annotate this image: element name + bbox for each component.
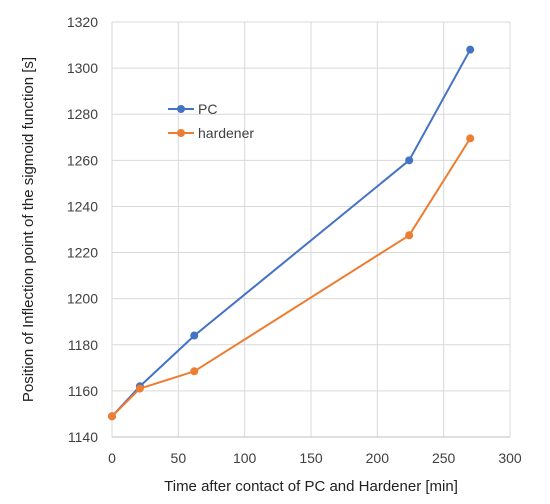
y-tick-label: 1140 — [68, 429, 98, 445]
y-tick-label: 1200 — [67, 291, 98, 307]
data-point-pc — [405, 156, 414, 165]
x-axis-ticks: 0 50 100 150 200 250 300 — [108, 450, 522, 466]
data-point-hardener — [466, 134, 475, 143]
legend-label-hardener: hardener — [198, 125, 254, 141]
y-tick-label: 1180 — [68, 337, 98, 353]
y-tick-label: 1300 — [67, 60, 98, 76]
legend-swatch-marker-pc — [177, 105, 185, 113]
y-tick-label: 1160 — [68, 383, 98, 399]
series-group — [108, 45, 475, 421]
legend-label-pc: PC — [198, 101, 217, 117]
data-point-pc — [466, 45, 475, 54]
x-tick-label: 300 — [498, 450, 522, 466]
y-axis-title: Position of Inflection point of the sigm… — [20, 57, 37, 402]
x-tick-label: 0 — [108, 450, 116, 466]
x-tick-label: 200 — [366, 450, 390, 466]
x-tick-label: 50 — [171, 450, 187, 466]
data-point-hardener — [135, 384, 144, 393]
y-tick-label: 1260 — [67, 152, 98, 168]
x-axis-title: Time after contact of PC and Hardener [m… — [164, 478, 458, 495]
y-tick-label: 1320 — [67, 14, 98, 30]
gridlines — [111, 21, 511, 438]
data-point-hardener — [108, 412, 116, 421]
x-tick-label: 100 — [233, 450, 257, 466]
y-tick-label: 1280 — [67, 106, 98, 122]
data-point-hardener — [405, 231, 414, 240]
y-tick-label: 1220 — [67, 245, 98, 261]
x-tick-label: 150 — [299, 450, 323, 466]
y-axis-ticks: 1140 1160 1180 1200 1220 1240 1260 1280 1300 1320 — [67, 14, 98, 445]
x-tick-label: 250 — [432, 450, 456, 466]
data-point-pc — [190, 331, 199, 340]
data-point-hardener — [190, 367, 199, 376]
y-tick-label: 1240 — [67, 198, 98, 214]
legend-swatch-marker-hardener — [177, 129, 185, 137]
legend: PC hardener — [168, 101, 254, 141]
